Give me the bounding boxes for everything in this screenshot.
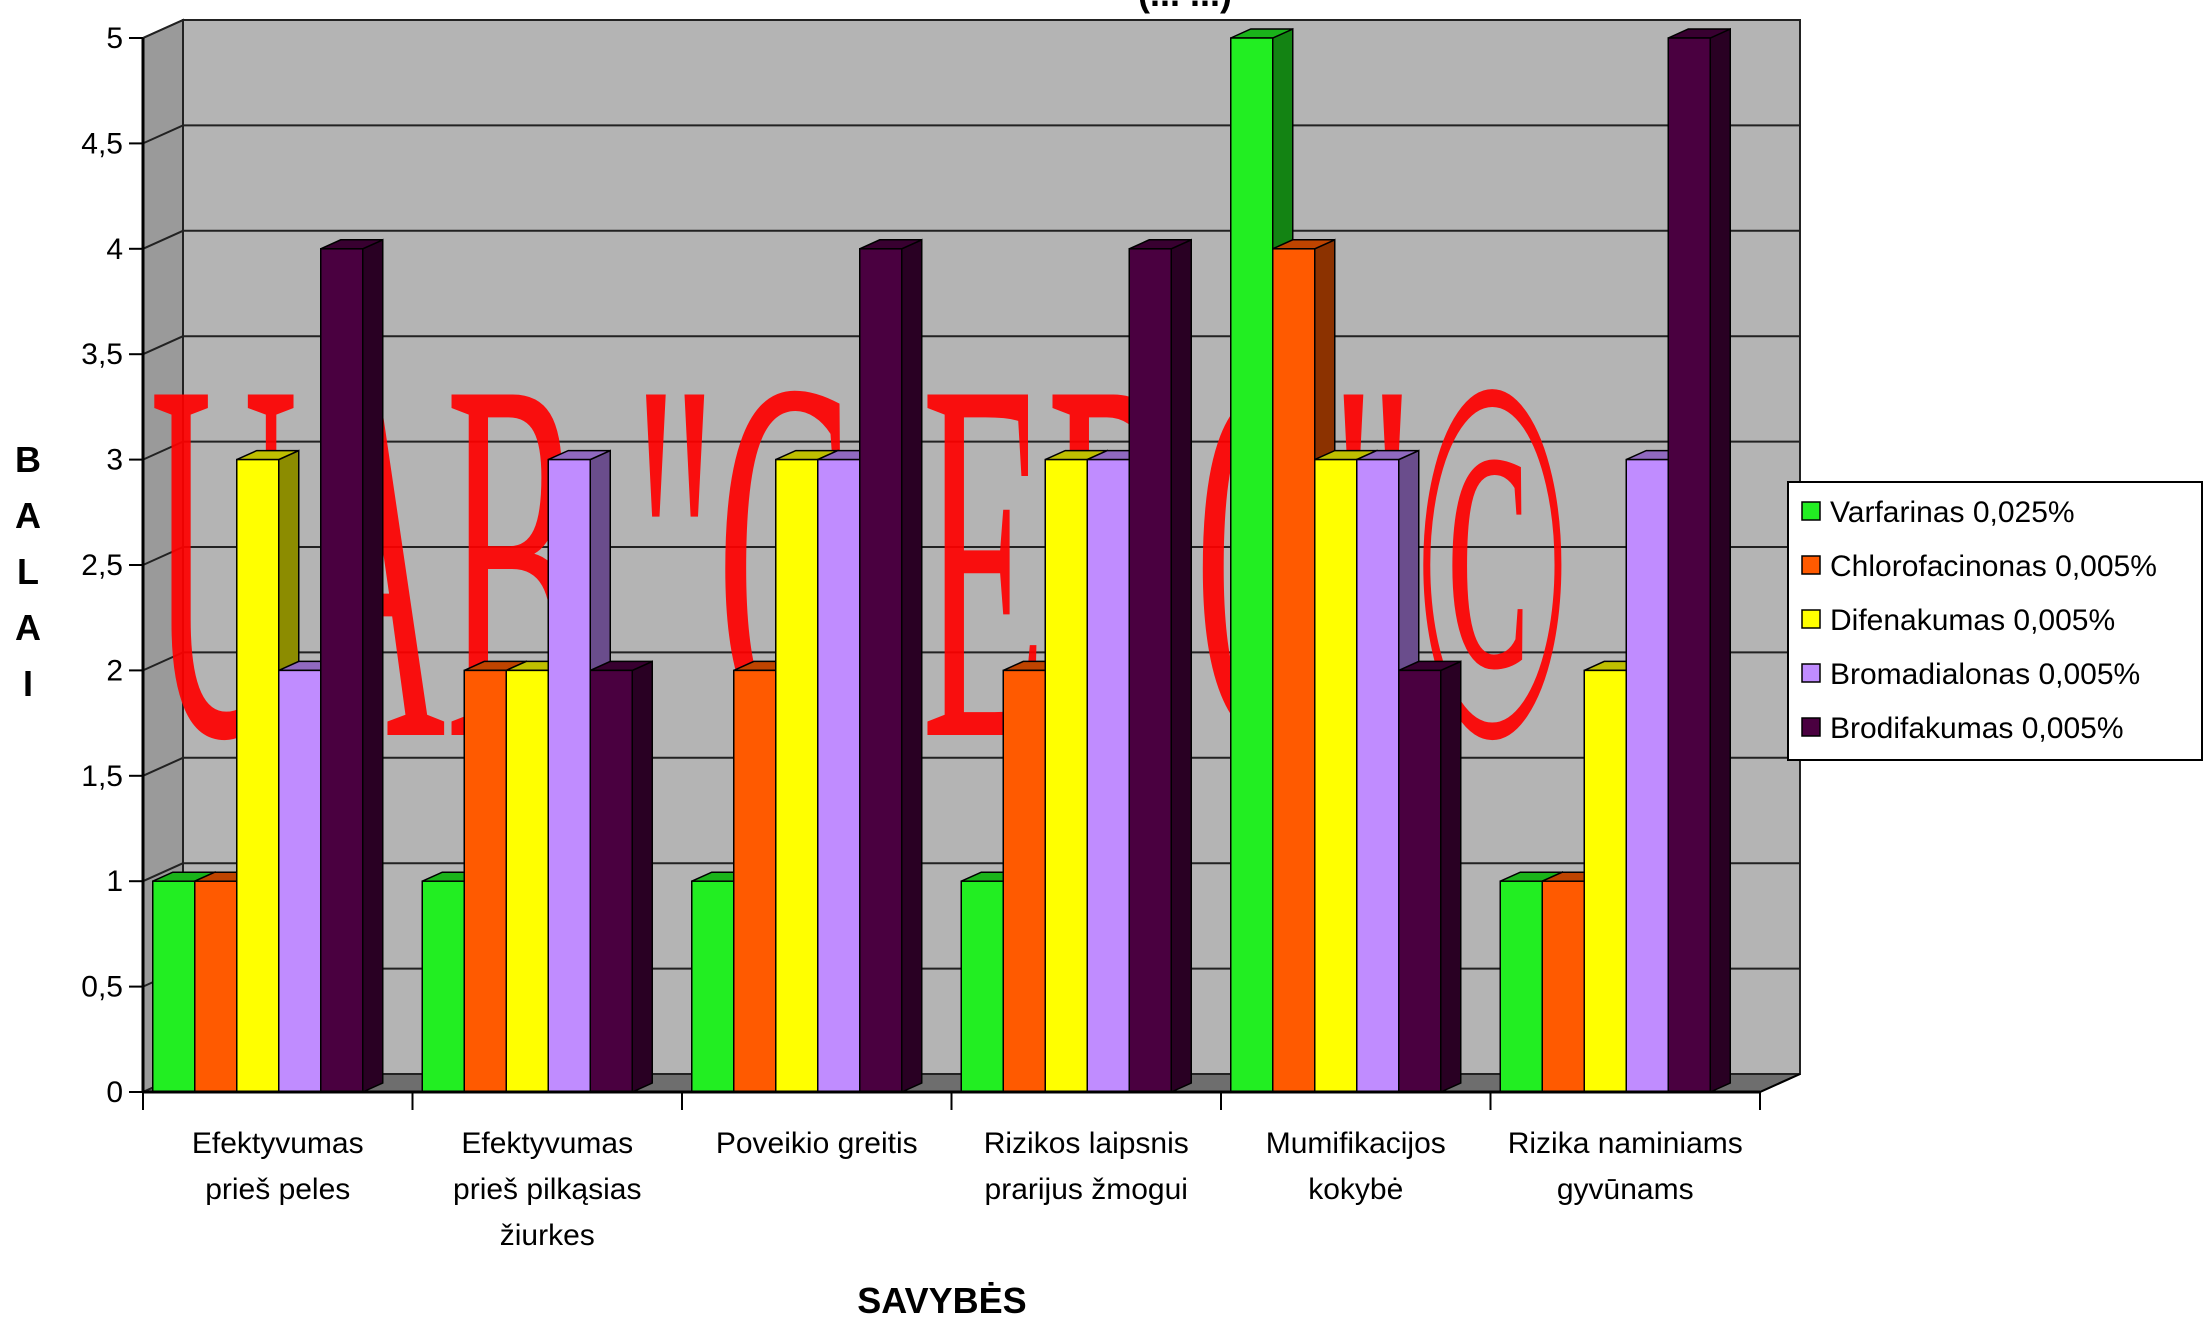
y-tick-label: 1,5 [81, 760, 123, 793]
gridline-side [142, 756, 184, 777]
bar-front [547, 458, 591, 1093]
bar-front [1272, 248, 1316, 1093]
bar-front [691, 880, 735, 1093]
y-axis-title-letter: A [15, 607, 41, 648]
x-category-label: Efektyvumas prieš pilkąsias žiurkes [453, 1127, 641, 1252]
bar-front [589, 669, 633, 1093]
bar-front [1128, 248, 1172, 1093]
bar-front [1086, 458, 1130, 1093]
gridline-side [142, 862, 184, 883]
y-tick-labels: 0 0,5 1 1,5 2 2,5 3 3,5 4 4,5 5 [81, 22, 123, 1109]
bar-front [1314, 458, 1358, 1093]
x-axis-title: SAVYBĖS [857, 1280, 1026, 1320]
gridline-side [142, 229, 184, 250]
y-axis-title-letter: B [15, 439, 41, 480]
bar-front [1541, 880, 1585, 1093]
bar-front [1044, 458, 1088, 1093]
bar-front [817, 458, 861, 1093]
x-category-label: Rizikos laipsnis prarijus žmogui [984, 1127, 1189, 1206]
bar-front [1625, 458, 1669, 1093]
legend-swatch [1801, 609, 1821, 629]
y-axis-title-letter: L [17, 551, 39, 592]
x-category-label: Rizika naminiams gyvūnams [1508, 1127, 1743, 1206]
bar-front [505, 669, 549, 1093]
legend-box [1787, 481, 2203, 761]
gridline-side [142, 335, 184, 356]
bar-front [1356, 458, 1400, 1093]
legend-label: Difenakumas 0,005% [1830, 604, 2115, 637]
bar-side [1170, 238, 1192, 1094]
bar-side [362, 238, 384, 1094]
gridline-side [142, 440, 184, 461]
legend-label: Chlorofacinonas 0,005% [1830, 550, 2157, 583]
gridline-side [142, 546, 184, 566]
bar-front [1667, 37, 1711, 1093]
bar-front [1499, 880, 1543, 1093]
legend-label: Brodifakumas 0,005% [1830, 712, 2124, 745]
y-tick-label: 0 [106, 1076, 123, 1109]
y-tick-label: 4 [106, 233, 123, 266]
bar-front [152, 880, 196, 1093]
bar-front [320, 248, 364, 1093]
bar-side [1440, 660, 1462, 1094]
bar-front [960, 880, 1004, 1093]
bar-side [631, 660, 653, 1094]
legend-swatch [1801, 501, 1821, 521]
bar-side [1709, 27, 1731, 1094]
bar [320, 238, 384, 1094]
bar-front [775, 458, 819, 1093]
y-axis-title-letter: A [15, 495, 41, 536]
y-tick-label: 2 [106, 654, 123, 687]
x-category-label: Efektyvumas prieš peles [192, 1127, 364, 1206]
bar-front [1398, 669, 1442, 1093]
x-axis-depth [1759, 1073, 1801, 1093]
bar-front [1583, 669, 1627, 1093]
bar-front [236, 458, 280, 1093]
gridline-side [142, 19, 184, 39]
y-tick-label: 2,5 [81, 549, 123, 582]
legend-label: Varfarinas 0,025% [1830, 496, 2075, 529]
y-tick-label: 3 [106, 444, 123, 477]
bar [859, 238, 923, 1094]
y-tick-label: 1 [106, 865, 123, 898]
y-tick-label: 4,5 [81, 127, 123, 160]
x-category-label: Mumifikacijos kokybė [1266, 1127, 1446, 1206]
bar-front [278, 669, 322, 1093]
bar [589, 660, 653, 1094]
chart-title: (... ...) [1138, 0, 1232, 14]
y-tick-label: 3,5 [81, 338, 123, 371]
legend-swatch [1801, 717, 1821, 737]
axes [129, 37, 1801, 1110]
bar-front [194, 880, 238, 1093]
bar-front [1002, 669, 1046, 1093]
bar-front [463, 669, 507, 1093]
y-axis-title-letter: I [23, 663, 33, 704]
y-tick-label: 5 [106, 22, 123, 55]
legend-label: Bromadialonas 0,005% [1830, 658, 2140, 691]
x-category-label: Poveikio greitis [716, 1127, 918, 1160]
gridline-side [142, 651, 184, 672]
legend-swatch [1801, 663, 1821, 683]
bar-front [421, 880, 465, 1093]
bar-front [1230, 37, 1274, 1093]
x-category-labels: Efektyvumas prieš peles Efektyvumas prieš p… [192, 1127, 1743, 1252]
legend-swatch [1801, 555, 1821, 575]
legend: Varfarinas 0,025% Chlorofacinonas 0,005% D… [1787, 481, 2203, 761]
gridlines [142, 19, 1800, 988]
gridline-side [142, 124, 184, 145]
bar [1398, 660, 1462, 1094]
bar-side [901, 238, 923, 1094]
bar-front [733, 669, 777, 1093]
bar-front [859, 248, 903, 1093]
bar [1667, 27, 1731, 1094]
y-tick-label: 0,5 [81, 971, 123, 1004]
bar [1128, 238, 1192, 1094]
